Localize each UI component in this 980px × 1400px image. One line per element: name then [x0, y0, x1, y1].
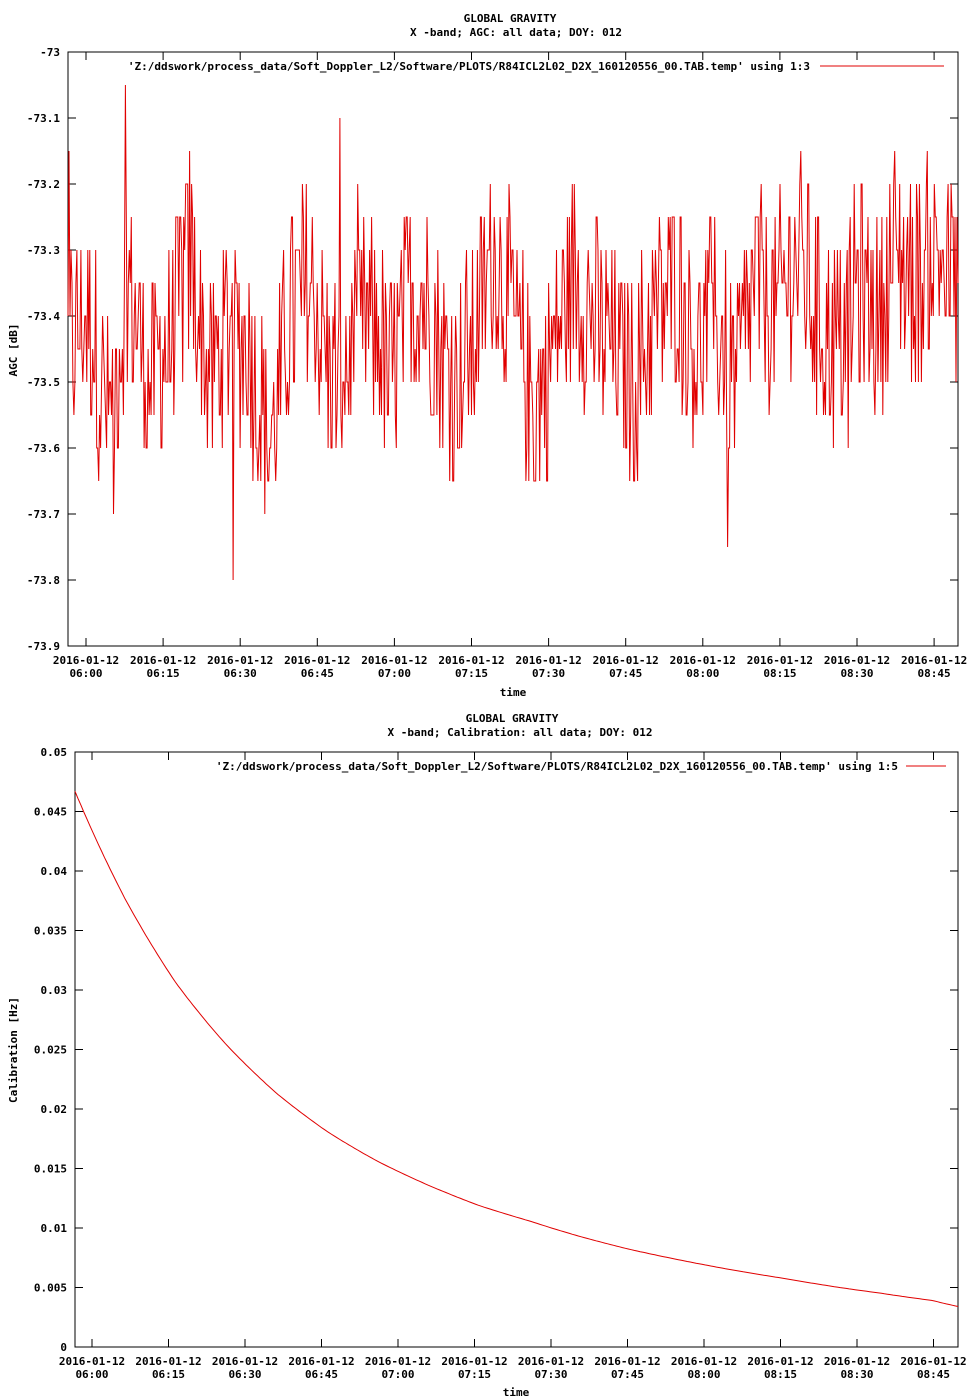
calibration-chart: GLOBAL GRAVITY X -band; Calibration: all… [7, 712, 967, 1399]
calibration-x-tick-time: 08:00 [687, 1368, 720, 1381]
calibration-x-tick-time: 06:30 [228, 1368, 261, 1381]
calibration-x-tick-date: 2016-01-12 [212, 1355, 278, 1368]
calibration-series-line [74, 791, 959, 1307]
calibration-y-tick-label: 0.005 [34, 1282, 67, 1295]
calibration-x-tick-time: 08:45 [917, 1368, 950, 1381]
agc-x-tick-time: 06:30 [224, 667, 257, 680]
agc-y-tick-label: -73.7 [27, 508, 60, 521]
agc-x-tick-time: 06:15 [147, 667, 180, 680]
agc-x-tick-date: 2016-01-12 [747, 654, 813, 667]
calibration-legend-label: 'Z:/ddswork/process_data/Soft_Doppler_L2… [216, 760, 898, 773]
agc-x-tick-date: 2016-01-12 [53, 654, 119, 667]
calibration-x-tick-time: 08:30 [840, 1368, 873, 1381]
calibration-x-tick-date: 2016-01-12 [288, 1355, 354, 1368]
agc-x-tick-time: 07:00 [378, 667, 411, 680]
calibration-x-tick-time: 07:45 [611, 1368, 644, 1381]
agc-series-line [67, 84, 959, 581]
calibration-x-tick-time: 07:30 [534, 1368, 567, 1381]
calibration-x-tick-date: 2016-01-12 [59, 1355, 125, 1368]
calibration-x-tick-time: 06:00 [75, 1368, 108, 1381]
calibration-y-axis-label: Calibration [Hz] [7, 997, 20, 1103]
agc-x-tick-time: 07:30 [532, 667, 565, 680]
agc-x-tick-date: 2016-01-12 [593, 654, 659, 667]
calibration-y-tick-label: 0.035 [34, 925, 67, 938]
agc-x-tick-date: 2016-01-12 [207, 654, 273, 667]
agc-y-tick-label: -73.2 [27, 178, 60, 191]
agc-x-tick-time: 07:15 [455, 667, 488, 680]
calibration-plot-frame [74, 751, 959, 1348]
calibration-x-tick-date: 2016-01-12 [671, 1355, 737, 1368]
agc-x-tick-date: 2016-01-12 [901, 654, 967, 667]
calibration-x-tick-time: 06:45 [305, 1368, 338, 1381]
agc-y-tick-label: -73.3 [27, 244, 60, 257]
agc-x-tick-time: 08:30 [840, 667, 873, 680]
calibration-chart-title: GLOBAL GRAVITY [466, 712, 559, 725]
agc-y-tick-label: -73.4 [27, 310, 60, 323]
agc-y-tick-label: -73.1 [27, 112, 60, 125]
calibration-y-tick-label: 0.015 [34, 1163, 67, 1176]
calibration-y-tick-label: 0.025 [34, 1044, 67, 1057]
agc-plot-area: -73 -73.1 -73.2 -73.3 -73.4 -73.5 -73.6 -73.7 -7… [27, 46, 967, 680]
agc-y-tick-label: -73 [40, 46, 60, 59]
agc-x-tick-date: 2016-01-12 [284, 654, 350, 667]
agc-x-tick-date: 2016-01-12 [670, 654, 736, 667]
agc-x-tick-time: 07:45 [609, 667, 642, 680]
calibration-x-tick-date: 2016-01-12 [518, 1355, 584, 1368]
agc-plot-frame [67, 51, 959, 647]
calibration-x-axis-label: time [503, 1386, 530, 1399]
agc-x-tick-date: 2016-01-12 [824, 654, 890, 667]
agc-y-tick-label: -73.8 [27, 574, 60, 587]
calibration-x-tick-date: 2016-01-12 [900, 1355, 966, 1368]
agc-x-tick-time: 08:45 [918, 667, 951, 680]
calibration-x-tick-time: 07:00 [381, 1368, 414, 1381]
calibration-y-tick-label: 0.02 [41, 1103, 68, 1116]
agc-legend-label: 'Z:/ddswork/process_data/Soft_Doppler_L2… [128, 60, 810, 73]
calibration-chart-subtitle: X -band; Calibration: all data; DOY: 012 [388, 726, 653, 739]
agc-x-tick-date: 2016-01-12 [130, 654, 196, 667]
agc-x-tick-time: 06:45 [301, 667, 334, 680]
agc-y-tick-label: -73.6 [27, 442, 60, 455]
agc-x-tick-time: 08:00 [686, 667, 719, 680]
calibration-plot-area: 0.05 0.045 0.04 0.035 0.03 0.025 0.02 0.015 0.01… [34, 746, 967, 1381]
calibration-x-tick-time: 08:15 [764, 1368, 797, 1381]
calibration-x-tick-date: 2016-01-12 [135, 1355, 201, 1368]
calibration-y-tick-label: 0.05 [41, 746, 68, 759]
agc-x-tick-date: 2016-01-12 [438, 654, 504, 667]
calibration-y-tick-label: 0 [60, 1341, 67, 1354]
calibration-y-tick-label: 0.04 [41, 865, 68, 878]
calibration-y-tick-label: 0.03 [41, 984, 68, 997]
calibration-x-tick-date: 2016-01-12 [594, 1355, 660, 1368]
agc-x-tick-date: 2016-01-12 [515, 654, 581, 667]
agc-y-axis-label: AGC [dB] [7, 324, 20, 377]
calibration-y-tick-label: 0.01 [41, 1222, 68, 1235]
agc-x-axis-label: time [500, 686, 527, 699]
calibration-y-tick-label: 0.045 [34, 806, 67, 819]
agc-chart-subtitle: X -band; AGC: all data; DOY: 012 [410, 26, 622, 39]
agc-y-tick-label: -73.5 [27, 376, 60, 389]
calibration-x-tick-time: 07:15 [458, 1368, 491, 1381]
agc-chart: GLOBAL GRAVITY X -band; AGC: all data; D… [7, 12, 967, 699]
calibration-x-tick-date: 2016-01-12 [747, 1355, 813, 1368]
calibration-x-tick-date: 2016-01-12 [824, 1355, 890, 1368]
calibration-x-tick-date: 2016-01-12 [365, 1355, 431, 1368]
agc-x-tick-time: 06:00 [69, 667, 102, 680]
agc-x-tick-date: 2016-01-12 [361, 654, 427, 667]
calibration-x-tick-date: 2016-01-12 [441, 1355, 507, 1368]
agc-chart-title: GLOBAL GRAVITY [464, 12, 557, 25]
agc-y-tick-label: -73.9 [27, 640, 60, 653]
agc-x-tick-time: 08:15 [763, 667, 796, 680]
calibration-x-tick-time: 06:15 [152, 1368, 185, 1381]
